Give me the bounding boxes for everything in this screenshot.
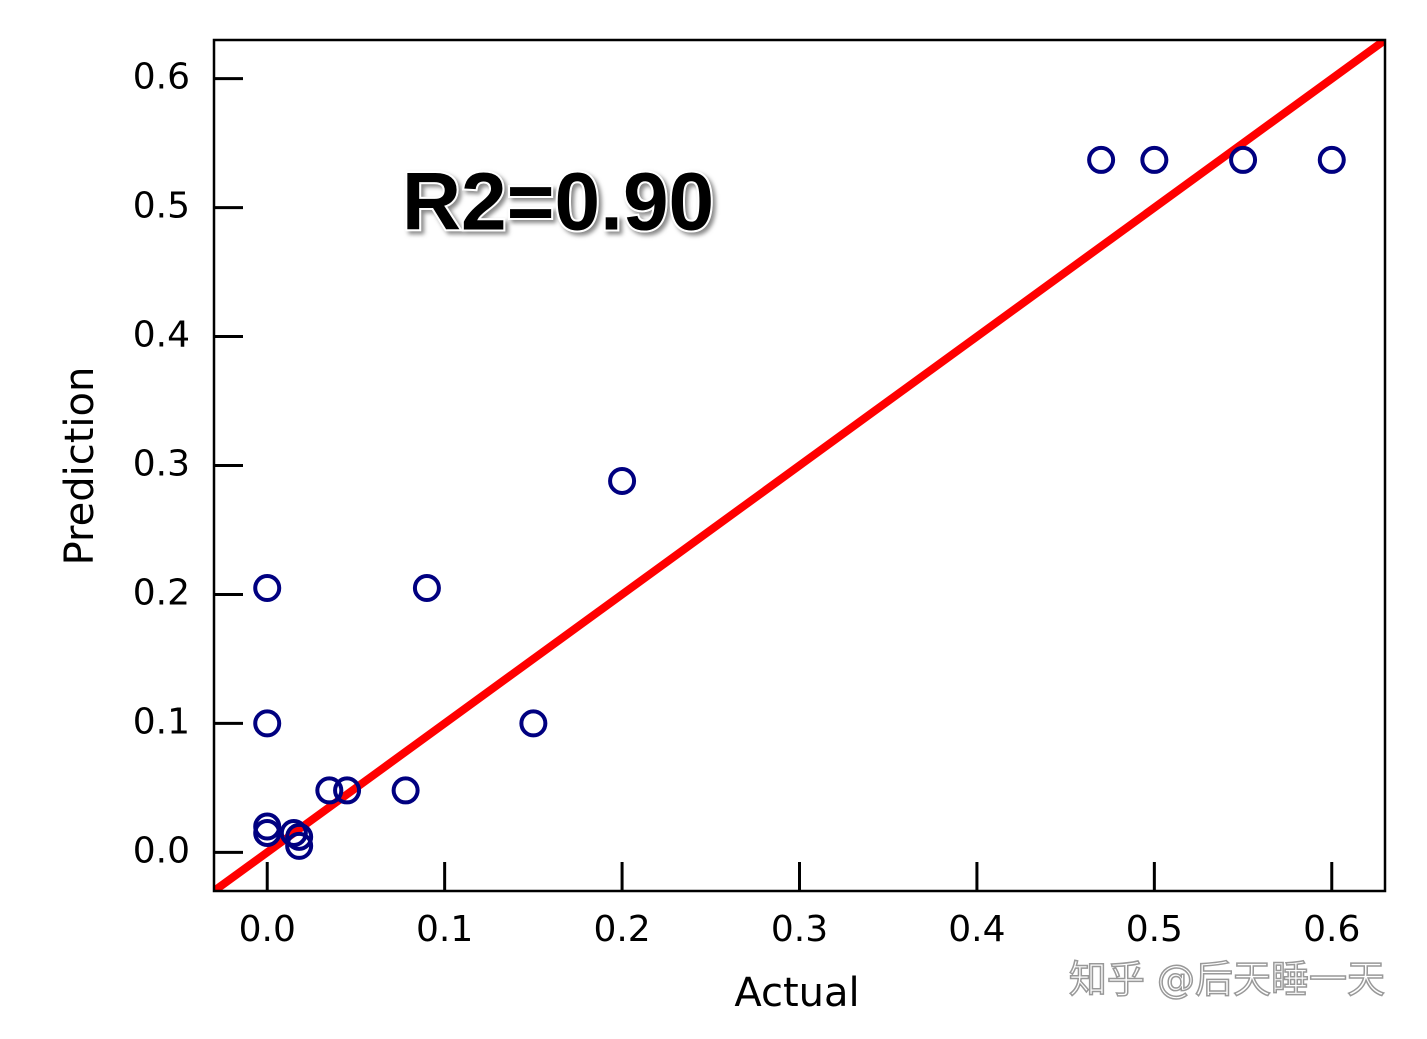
watermark: 知乎 @后天睡一天 <box>1069 958 1385 1002</box>
x-tick-label: 0.3 <box>771 909 828 950</box>
y-tick-label: 0.6 <box>133 57 190 98</box>
x-tick-label: 0.4 <box>948 909 1005 950</box>
point <box>333 776 362 805</box>
x-tick-label: 0.2 <box>593 909 650 950</box>
plot-area: 0.0 0.1 0.2 0.3 0.4 0.5 0.6 0.0 0.1 0.2 0.3 0.4 0.5 0… <box>133 38 1387 950</box>
point <box>519 709 548 738</box>
y-axis-label: Prediction <box>57 367 103 566</box>
point <box>253 818 282 847</box>
point <box>1140 145 1169 174</box>
x-tick-label: 0.6 <box>1303 909 1360 950</box>
x-tick-label: 0.1 <box>416 909 473 950</box>
y-tick-label: 0.0 <box>133 830 190 871</box>
y-tick-label: 0.5 <box>133 186 190 227</box>
axes-frame <box>212 38 1387 893</box>
point <box>412 573 441 602</box>
point <box>608 466 637 495</box>
x-tick-label: 0.5 <box>1126 909 1183 950</box>
annotation: R2=0.90 <box>402 157 714 248</box>
y-tick-label: 0.4 <box>133 315 190 356</box>
point <box>253 709 282 738</box>
point <box>1317 145 1346 174</box>
x-tick-label: 0.0 <box>239 909 296 950</box>
y-tick-label: 0.2 <box>133 572 190 613</box>
point <box>285 822 314 851</box>
point <box>285 831 314 860</box>
point <box>279 818 308 847</box>
point <box>1087 145 1116 174</box>
point <box>315 776 344 805</box>
x-axis-label: Actual <box>734 970 859 1016</box>
y-tick-label: 0.1 <box>133 701 190 742</box>
point <box>1229 145 1258 174</box>
point <box>391 776 420 805</box>
fit-line <box>214 40 1385 891</box>
y-tick-label: 0.3 <box>133 444 190 485</box>
point <box>253 573 282 602</box>
